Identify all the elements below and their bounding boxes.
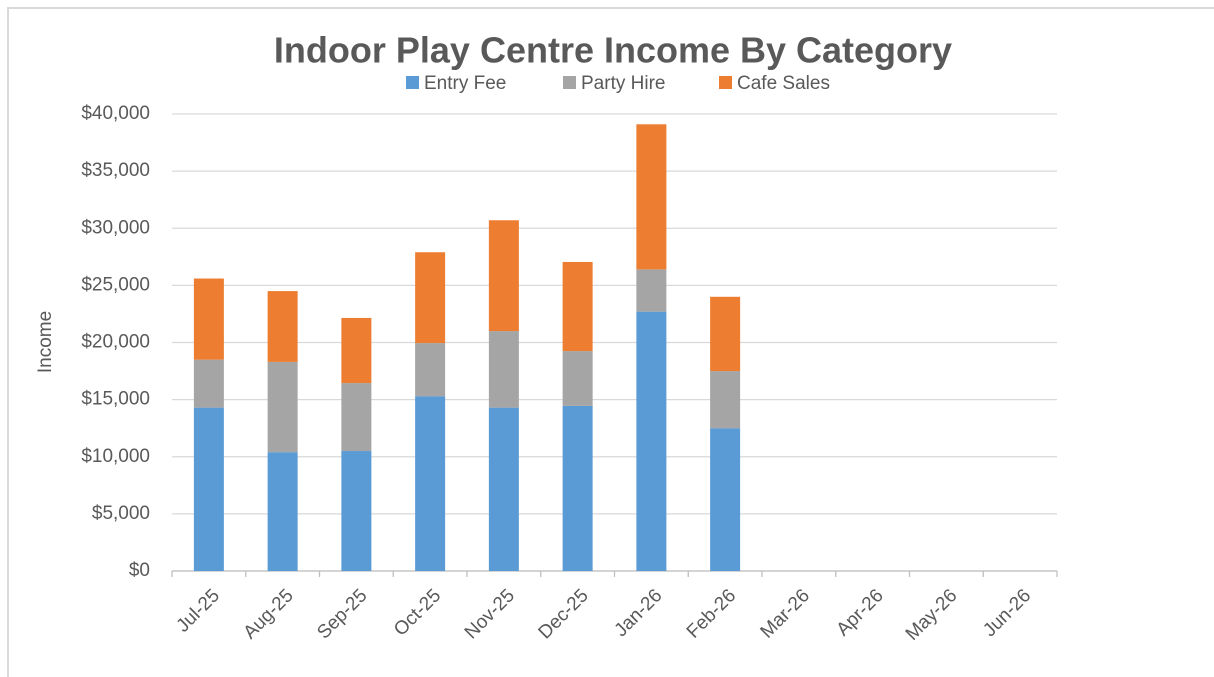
- bar-segment: [415, 252, 446, 344]
- bar-segment: [710, 428, 741, 571]
- bar-segment: [341, 451, 372, 571]
- bar-segment: [193, 359, 224, 408]
- bar-segment: [193, 278, 224, 360]
- y-tick-label: $10,000: [81, 446, 150, 467]
- x-tick-label: Dec-25: [535, 585, 593, 643]
- y-tick-label: $35,000: [81, 160, 150, 181]
- y-tick-label: $30,000: [81, 217, 150, 238]
- y-tick-label: $20,000: [81, 332, 150, 353]
- bar-segment: [341, 317, 372, 384]
- y-tick-label: $25,000: [81, 274, 150, 295]
- y-tick-label: $5,000: [92, 503, 150, 524]
- bar-segment: [488, 220, 519, 332]
- bar-segment: [562, 261, 593, 352]
- bar-segment: [415, 343, 446, 397]
- legend-label: Party Hire: [581, 73, 665, 94]
- chart-title: Indoor Play Centre Income By Category: [274, 30, 952, 71]
- bar-segment: [562, 405, 593, 571]
- bar-segment: [267, 361, 298, 453]
- bar-segment: [710, 296, 741, 372]
- x-tick-label: Jul-25: [173, 585, 224, 636]
- legend-swatch: [719, 76, 732, 89]
- bar-segment: [193, 407, 224, 571]
- bar-segment: [488, 407, 519, 571]
- bar-segment: [710, 371, 741, 429]
- bar-segment: [636, 269, 667, 312]
- y-tick-label: $0: [129, 560, 150, 581]
- x-tick-label: Apr-26: [833, 585, 888, 640]
- bar-segment: [636, 311, 667, 571]
- x-tick-label: Jan-26: [611, 585, 667, 641]
- bar-segment: [562, 351, 593, 406]
- legend-label: Cafe Sales: [737, 73, 830, 94]
- x-tick-label: Nov-25: [461, 585, 519, 643]
- bar-segment: [488, 331, 519, 408]
- bar-segment: [341, 383, 372, 452]
- legend-swatch: [406, 76, 419, 89]
- x-tick-label: Jun-26: [979, 585, 1035, 641]
- y-tick-label: $15,000: [81, 389, 150, 410]
- x-tick-label: Mar-26: [757, 585, 814, 642]
- legend-label: Entry Fee: [424, 73, 506, 94]
- bar-segment: [267, 291, 298, 362]
- x-tick-label: Oct-25: [390, 585, 445, 640]
- bar-segment: [267, 452, 298, 571]
- y-axis-title: Income: [35, 311, 56, 373]
- x-tick-label: Sep-25: [313, 585, 371, 643]
- x-tick-label: Aug-25: [240, 585, 298, 643]
- legend-swatch: [563, 76, 576, 89]
- x-tick-label: Feb-26: [683, 585, 740, 642]
- x-tick-label: May-26: [902, 585, 962, 645]
- bar-segment: [415, 396, 446, 571]
- bar-segment: [636, 124, 667, 270]
- y-tick-label: $40,000: [81, 103, 150, 124]
- chart-frame: [7, 7, 1214, 677]
